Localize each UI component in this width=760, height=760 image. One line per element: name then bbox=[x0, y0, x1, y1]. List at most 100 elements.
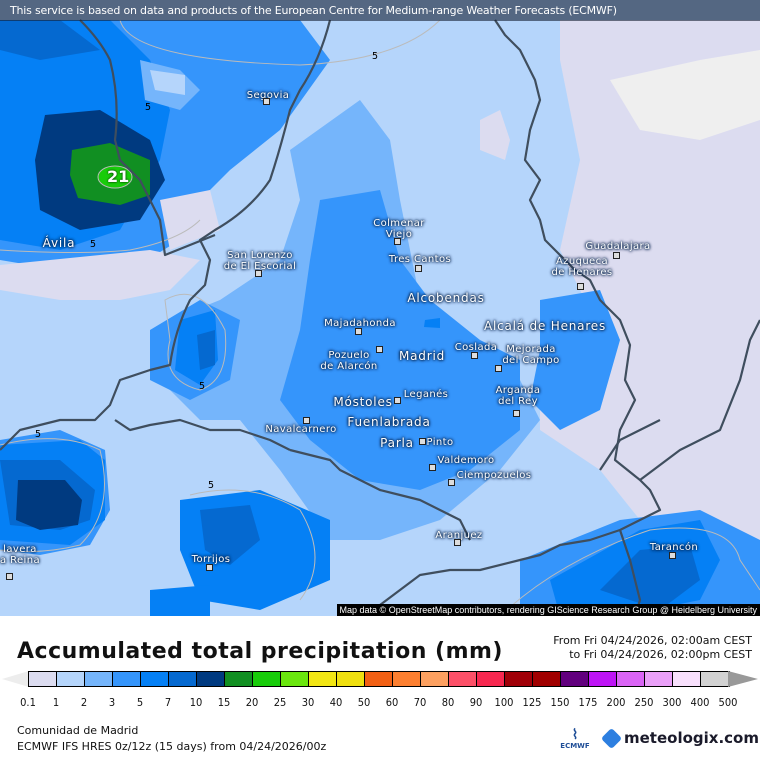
colorbar-cell bbox=[673, 672, 701, 686]
colorbar-tick-label: 400 bbox=[690, 696, 710, 709]
city-label: Alcobendas bbox=[407, 291, 485, 305]
colorbar-cell bbox=[561, 672, 589, 686]
ecmwf-logo[interactable]: ⌇ ECMWF bbox=[560, 728, 590, 756]
time-from: From Fri 04/24/2026, 02:00am CEST bbox=[553, 634, 752, 647]
city-marker-icon bbox=[376, 346, 383, 353]
colorbar-cell bbox=[393, 672, 421, 686]
colorbar-cell bbox=[645, 672, 673, 686]
colorbar-tick-label: 300 bbox=[662, 696, 682, 709]
colorbar-cell bbox=[253, 672, 281, 686]
colorbar-tick-label: 200 bbox=[606, 696, 626, 709]
colorbar-ticks: 0.1 1 2 3 5 7 10 15 20 25 30 40 50 60 70 80 90 100 125 150 1… bbox=[14, 696, 754, 712]
city-marker-icon bbox=[263, 98, 270, 105]
colorbar-cell bbox=[197, 672, 225, 686]
colorbar-cell bbox=[169, 672, 197, 686]
colorbar-tick-label: 100 bbox=[494, 696, 514, 709]
ecmwf-logo-icon: ⌇ bbox=[571, 727, 579, 743]
city-label: Valdemoro bbox=[437, 455, 495, 466]
colorbar-tick-label: 60 bbox=[385, 696, 399, 709]
colorbar-cell bbox=[141, 672, 169, 686]
precipitation-field bbox=[0, 19, 760, 616]
colorbar-cell bbox=[57, 672, 85, 686]
city-label: Parla bbox=[380, 436, 414, 450]
legend-title: Accumulated total precipitation (mm) bbox=[17, 639, 503, 664]
city-marker-icon bbox=[669, 552, 676, 559]
colorbar-cell bbox=[589, 672, 617, 686]
city-label: Tres Cantos bbox=[388, 254, 452, 265]
city-label: Tarancón bbox=[649, 542, 699, 553]
city-marker-icon bbox=[419, 438, 426, 445]
ecmwf-logo-text: ECMWF bbox=[560, 742, 590, 750]
city-marker-icon bbox=[255, 270, 262, 277]
city-marker-icon bbox=[471, 352, 478, 359]
colorbar-tick-label: 500 bbox=[718, 696, 738, 709]
precipitation-map[interactable]: 21 5 5 5 5 5 5 Segovia Ávila San Lorenzo de El … bbox=[0, 0, 760, 616]
colorbar-tick-label: 40 bbox=[329, 696, 343, 709]
city-label: Móstoles bbox=[333, 395, 393, 409]
time-range: From Fri 04/24/2026, 02:00am CEST to Fri… bbox=[553, 634, 752, 662]
city-label: Ávila bbox=[42, 236, 76, 250]
city-marker-icon bbox=[355, 328, 362, 335]
city-label: Guadalajara bbox=[585, 241, 651, 252]
contour-label: 5 bbox=[372, 51, 379, 62]
colorbar-tick-label: 2 bbox=[80, 696, 88, 709]
colorbar-cell bbox=[113, 672, 141, 686]
colorbar-tick-label: 80 bbox=[441, 696, 455, 709]
colorbar-cell bbox=[449, 672, 477, 686]
colorbar-cell bbox=[365, 672, 393, 686]
meteologix-logo-icon bbox=[600, 727, 623, 749]
colorbar-tick-label: 15 bbox=[217, 696, 231, 709]
city-label: lavera a Reina bbox=[0, 544, 41, 566]
colorbar-tick-label: 20 bbox=[245, 696, 259, 709]
city-marker-icon bbox=[613, 252, 620, 259]
colorbar-cell bbox=[505, 672, 533, 686]
city-label: Aranjuez bbox=[435, 530, 483, 541]
colorbar-tick-label: 7 bbox=[164, 696, 172, 709]
colorbar-tick-label: 70 bbox=[413, 696, 427, 709]
contour-label: 5 bbox=[145, 102, 152, 113]
city-marker-icon bbox=[394, 238, 401, 245]
colorbar-tick-label: 3 bbox=[108, 696, 116, 709]
colorbar-tick-label: 5 bbox=[136, 696, 144, 709]
contour-label: 5 bbox=[199, 381, 206, 392]
colorbar-tick-label: 125 bbox=[522, 696, 542, 709]
city-marker-icon bbox=[6, 573, 13, 580]
colorbar-tick-label: 150 bbox=[550, 696, 570, 709]
city-marker-icon bbox=[454, 539, 461, 546]
colorbar-cell bbox=[701, 672, 729, 686]
city-label: Navalcarnero bbox=[265, 424, 337, 435]
city-label: Torrijos bbox=[191, 554, 231, 565]
colorbar-tick-label: 175 bbox=[578, 696, 598, 709]
map-attribution[interactable]: Map data © OpenStreetMap contributors, r… bbox=[336, 604, 760, 616]
max-precip-label: 21 bbox=[107, 167, 130, 186]
colorbar-cell bbox=[337, 672, 365, 686]
colorbar-cell bbox=[477, 672, 505, 686]
colorbar-cell bbox=[309, 672, 337, 686]
colorbar-tick-label: 90 bbox=[469, 696, 483, 709]
city-label: Colmenar Viejo bbox=[373, 218, 425, 240]
contour-label: 5 bbox=[90, 239, 97, 250]
colorbar-cell bbox=[533, 672, 561, 686]
contour-label: 5 bbox=[208, 480, 215, 491]
colorbar bbox=[28, 671, 730, 687]
meteologix-logo[interactable]: meteologix.com bbox=[600, 727, 759, 749]
legend-panel: Accumulated total precipitation (mm) Fro… bbox=[0, 616, 760, 760]
ecmwf-notice-banner: This service is based on data and produc… bbox=[0, 0, 760, 21]
colorbar-tick-label: 10 bbox=[189, 696, 203, 709]
city-label: Leganés bbox=[403, 389, 449, 400]
city-label: Coslada bbox=[454, 342, 498, 353]
city-marker-icon bbox=[415, 265, 422, 272]
city-label: Fuenlabrada bbox=[347, 415, 431, 429]
colorbar-min-arrow bbox=[2, 671, 29, 687]
colorbar-cell bbox=[281, 672, 309, 686]
colorbar-tick-label: 1 bbox=[52, 696, 60, 709]
city-label: Segovia bbox=[246, 90, 290, 101]
colorbar-cell bbox=[29, 672, 57, 686]
city-marker-icon bbox=[577, 283, 584, 290]
colorbar-cell bbox=[617, 672, 645, 686]
city-marker-icon bbox=[495, 365, 502, 372]
colorbar-tick-label: 250 bbox=[634, 696, 654, 709]
colorbar-tick-label: 25 bbox=[273, 696, 287, 709]
colorbar-tick-label: 50 bbox=[357, 696, 371, 709]
region-name: Comunidad de Madrid bbox=[17, 724, 139, 737]
